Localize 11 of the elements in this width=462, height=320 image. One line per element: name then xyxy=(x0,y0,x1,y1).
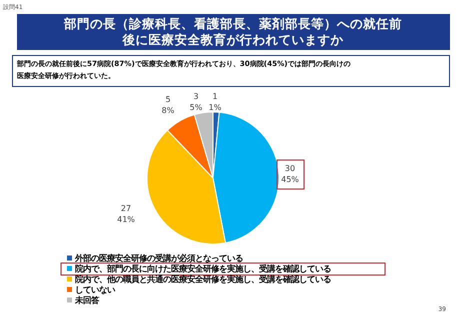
legend-label: 院内で、他の職員と共通の医療安全研修を実施し、受講を確認している xyxy=(75,274,331,284)
data-label: 30 45% xyxy=(281,164,300,184)
legend-label: していない xyxy=(75,284,115,294)
data-label: 1 1% xyxy=(208,92,222,112)
data-label: 5 8% xyxy=(162,95,175,115)
legend-label: 外部の医療安全研修の受講が必須となっている xyxy=(74,253,243,263)
legend-label: 院内で、部門の長に向けた医療安全研修を実施し、受講を確認している xyxy=(75,264,331,274)
chart-title: 部門の長（診療科長、看護部長、薬剤部長等）への就任前後に医療安全教育が行われていますか xyxy=(62,16,403,48)
data-label: 3 5% xyxy=(190,92,203,112)
legend-label: 未回答 xyxy=(74,295,100,305)
data-label: 27 41% xyxy=(117,204,136,224)
